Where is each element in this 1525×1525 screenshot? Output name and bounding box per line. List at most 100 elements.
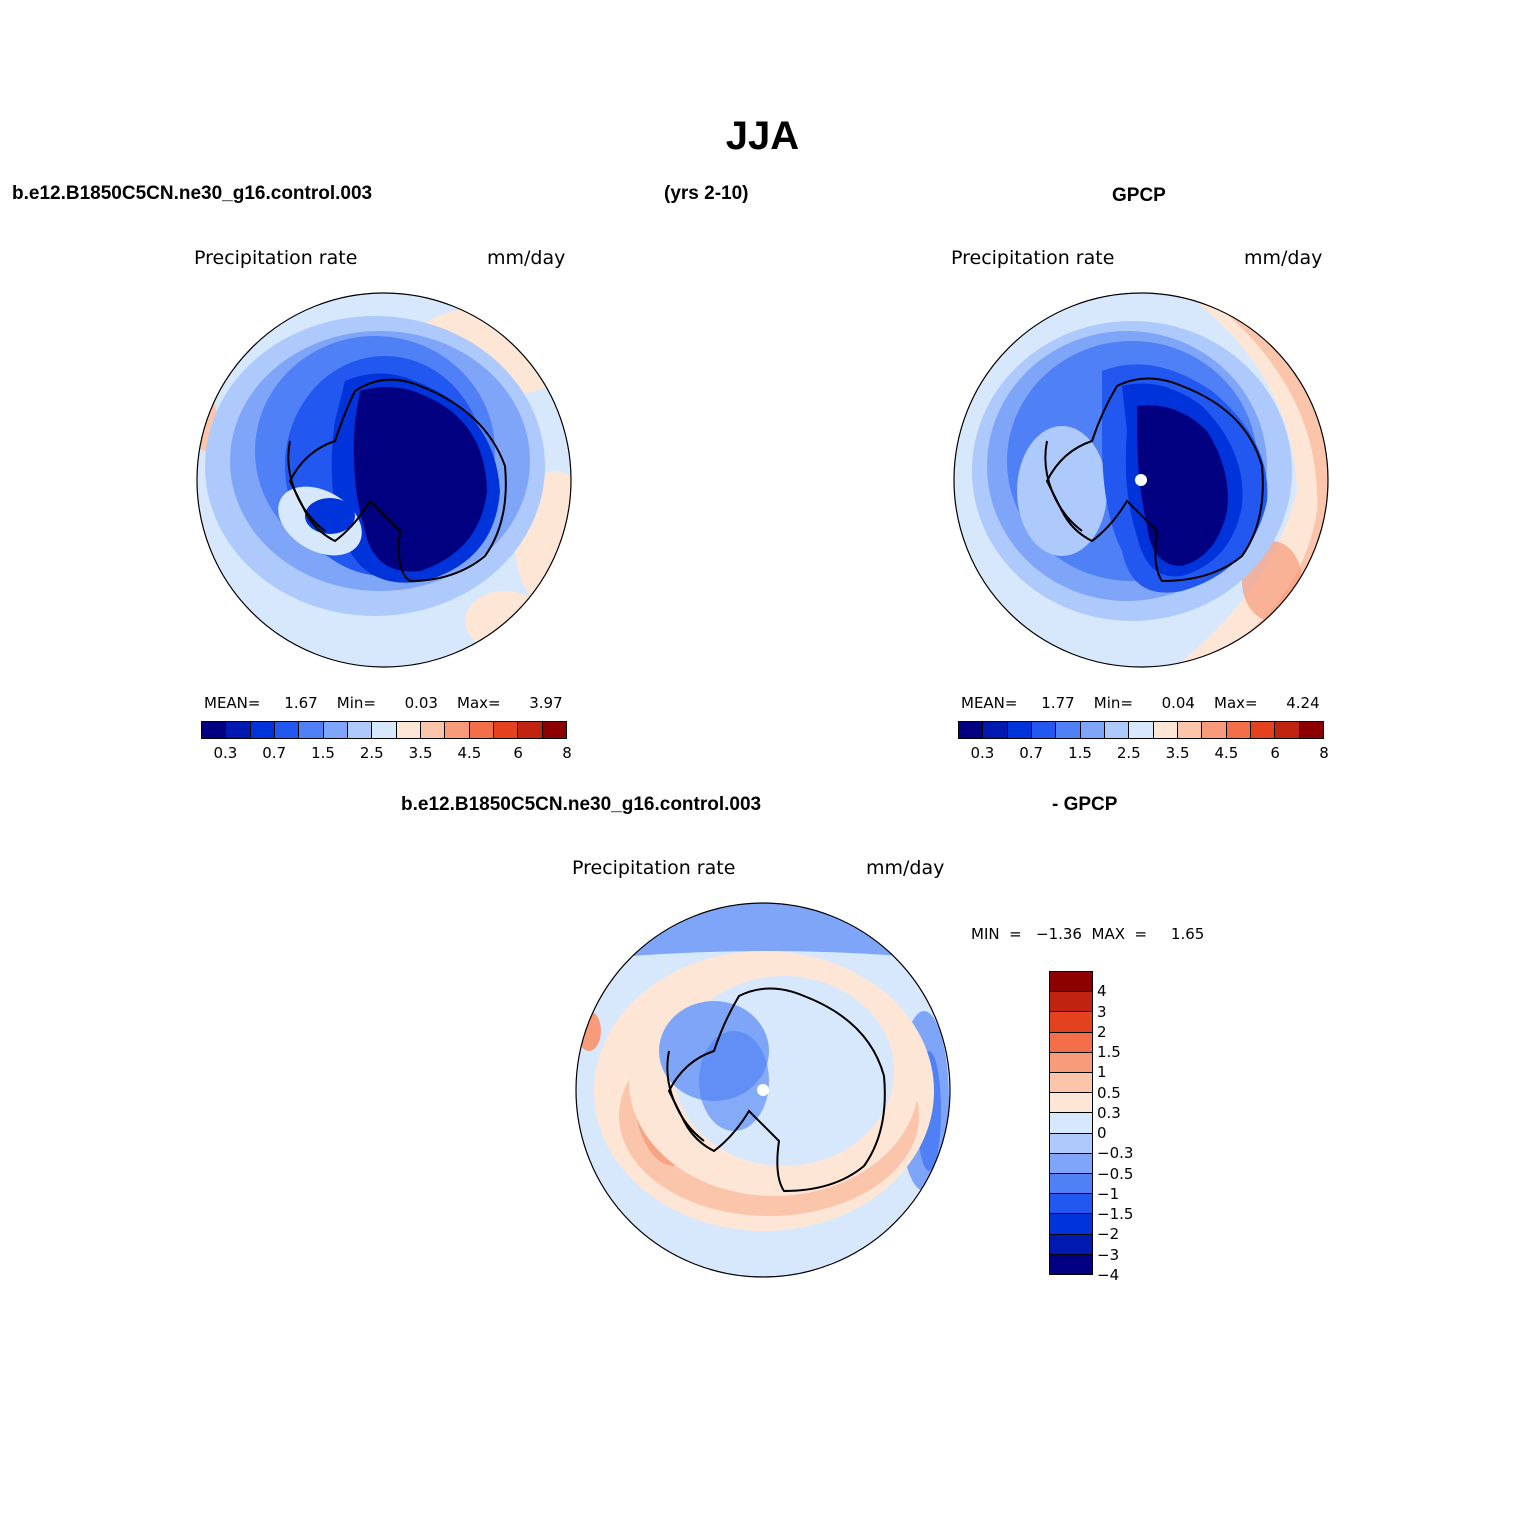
- colorbar-swatch: [396, 722, 421, 738]
- colorbar-tick-label: 2.5: [359, 744, 384, 762]
- model-stats: MEAN= 1.67 Min= 0.03 Max= 3.97: [204, 694, 563, 712]
- diff-obs-name-label: - GPCP: [1052, 794, 1118, 815]
- colorbar-swatch: [1050, 1032, 1092, 1053]
- colorbar-swatch: [1153, 722, 1178, 738]
- colorbar-tick-label: 0.7: [262, 744, 287, 762]
- colorbar-swatch: [1056, 722, 1081, 738]
- diff-panel-units-label: mm/day: [866, 857, 945, 879]
- colorbar-swatch: [299, 722, 324, 738]
- diff-colorbar-ticks: 4 3 2 1.5 1 0.5 0.3 0 −0.3 −0.5 −1 −1.5 −2 −3 −4: [1097, 971, 1157, 1284]
- colorbar-swatch: [420, 722, 446, 738]
- colorbar-swatch: [983, 722, 1008, 738]
- colorbar-swatch: [250, 722, 275, 738]
- colorbar-swatch: [1275, 722, 1300, 738]
- colorbar-swatch: [1050, 992, 1092, 1013]
- obs-panel-units-label: mm/day: [1244, 247, 1323, 269]
- colorbar-swatch: [1226, 722, 1251, 738]
- colorbar-swatch: [1050, 1113, 1092, 1134]
- obs-polar-map: [953, 292, 1329, 668]
- colorbar-tick-label: 3.5: [1165, 744, 1190, 762]
- colorbar-swatch: [1007, 722, 1032, 738]
- colorbar-swatch: [1299, 722, 1323, 738]
- colorbar-tick-label: −2: [1097, 1225, 1120, 1244]
- colorbar-tick-label: 6: [1270, 744, 1280, 762]
- colorbar-swatch: [1031, 722, 1057, 738]
- colorbar-tick-label: −0.3: [1097, 1144, 1134, 1163]
- case-name-label: b.e12.B1850C5CN.ne30_g16.control.003: [12, 183, 373, 204]
- colorbar-swatch: [1050, 1254, 1092, 1275]
- colorbar-swatch: [274, 722, 300, 738]
- colorbar-tick-label: 4.5: [457, 744, 482, 762]
- colorbar-tick-label: −3: [1097, 1245, 1120, 1264]
- colorbar-tick-label: −1.5: [1097, 1205, 1134, 1224]
- colorbar-swatch: [1050, 1214, 1092, 1235]
- colorbar-swatch: [493, 722, 519, 738]
- colorbar-tick-label: 4: [1097, 982, 1107, 1001]
- colorbar-tick-label: 1.5: [1097, 1043, 1121, 1062]
- colorbar-tick-label: 8: [1319, 744, 1329, 762]
- obs-colorbar-ticks: 0.3 0.7 1.5 2.5 3.5 4.5 6 8: [958, 744, 1328, 764]
- colorbar-tick-label: −4: [1097, 1266, 1120, 1284]
- diff-colorbar: [1049, 971, 1093, 1275]
- colorbar-tick-label: −1: [1097, 1184, 1120, 1203]
- obs-panel-left-label: Precipitation rate: [951, 247, 1115, 269]
- obs-colorbar: [958, 721, 1324, 739]
- diff-stats: MIN = −1.36 MAX = 1.65: [971, 925, 1205, 943]
- colorbar-tick-label: 0.5: [1097, 1083, 1121, 1102]
- colorbar-swatch: [1050, 1234, 1092, 1255]
- obs-name-label: GPCP: [1112, 185, 1166, 206]
- colorbar-tick-label: 0: [1097, 1124, 1107, 1143]
- colorbar-swatch: [469, 722, 494, 738]
- colorbar-tick-label: 1.5: [311, 744, 335, 762]
- colorbar-swatch: [959, 722, 984, 738]
- colorbar-swatch: [226, 722, 251, 738]
- colorbar-swatch: [1050, 1093, 1092, 1114]
- diff-polar-map: [575, 902, 951, 1278]
- colorbar-tick-label: 3: [1097, 1002, 1107, 1021]
- model-colorbar: [201, 721, 567, 739]
- colorbar-swatch: [1129, 722, 1154, 738]
- colorbar-tick-label: 1.5: [1068, 744, 1092, 762]
- colorbar-tick-label: 0.3: [213, 744, 238, 762]
- colorbar-swatch: [1050, 1174, 1092, 1195]
- colorbar-swatch: [323, 722, 348, 738]
- model-colorbar-ticks: 0.3 0.7 1.5 2.5 3.5 4.5 6 8: [201, 744, 571, 764]
- colorbar-swatch: [1050, 1073, 1092, 1094]
- colorbar-tick-label: 2: [1097, 1022, 1107, 1041]
- colorbar-tick-label: 3.5: [408, 744, 433, 762]
- colorbar-swatch: [372, 722, 397, 738]
- colorbar-swatch: [1177, 722, 1203, 738]
- colorbar-swatch: [1250, 722, 1276, 738]
- colorbar-swatch: [445, 722, 470, 738]
- colorbar-tick-label: 8: [562, 744, 572, 762]
- colorbar-swatch: [542, 722, 566, 738]
- diff-case-name-label: b.e12.B1850C5CN.ne30_g16.control.003: [401, 794, 762, 815]
- colorbar-swatch: [1080, 722, 1105, 738]
- colorbar-tick-label: 0.7: [1019, 744, 1044, 762]
- colorbar-swatch: [347, 722, 373, 738]
- years-label: (yrs 2-10): [664, 183, 749, 204]
- model-polar-map: [196, 292, 572, 668]
- colorbar-tick-label: 0.3: [970, 744, 995, 762]
- colorbar-swatch: [1050, 1133, 1092, 1154]
- colorbar-tick-label: 0.3: [1097, 1103, 1121, 1122]
- colorbar-swatch: [202, 722, 227, 738]
- colorbar-tick-label: 6: [513, 744, 523, 762]
- colorbar-swatch: [1104, 722, 1130, 738]
- colorbar-tick-label: −0.5: [1097, 1164, 1134, 1183]
- model-panel-units-label: mm/day: [487, 247, 566, 269]
- colorbar-swatch: [518, 722, 543, 738]
- colorbar-swatch: [1202, 722, 1227, 738]
- model-panel-left-label: Precipitation rate: [194, 247, 358, 269]
- colorbar-tick-label: 4.5: [1214, 744, 1239, 762]
- colorbar-tick-label: 2.5: [1116, 744, 1141, 762]
- figure-title: JJA: [725, 114, 800, 158]
- obs-stats: MEAN= 1.77 Min= 0.04 Max= 4.24: [961, 694, 1320, 712]
- diff-panel-left-label: Precipitation rate: [572, 857, 736, 879]
- colorbar-swatch: [1050, 1153, 1092, 1175]
- colorbar-swatch: [1050, 1194, 1092, 1215]
- colorbar-swatch: [1050, 1012, 1092, 1033]
- colorbar-tick-label: 1: [1097, 1063, 1107, 1082]
- colorbar-swatch: [1050, 1052, 1092, 1074]
- colorbar-swatch: [1050, 972, 1092, 993]
